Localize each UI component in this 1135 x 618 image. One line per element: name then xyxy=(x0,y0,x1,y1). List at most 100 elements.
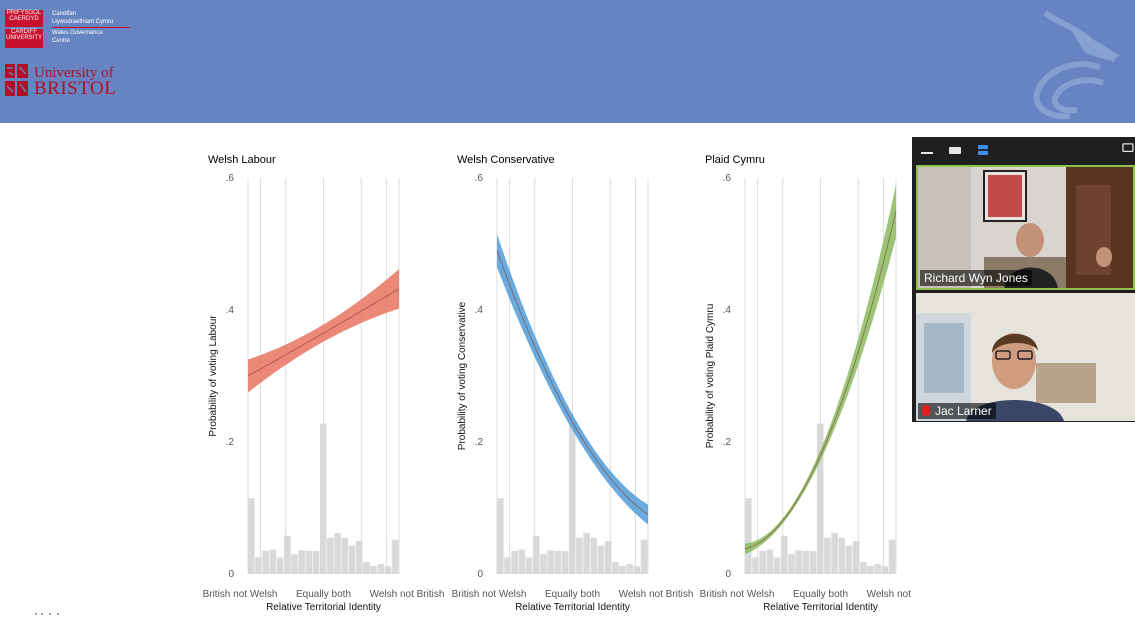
participant-name-tag: Jac Larner xyxy=(918,403,996,419)
x-tick-label: Welsh not British xyxy=(867,589,912,600)
histogram-bar xyxy=(881,566,889,574)
histogram-bar xyxy=(262,550,269,574)
chart-title-plaid: Plaid Cymru xyxy=(705,154,765,166)
predicted-line xyxy=(247,288,400,377)
histogram-bar xyxy=(525,557,533,574)
histogram-bar xyxy=(391,539,399,574)
histogram-bar xyxy=(860,562,867,574)
x-tick-label: Equally both xyxy=(296,589,351,600)
histogram-bar xyxy=(766,549,774,574)
histogram-bar xyxy=(312,550,320,574)
histogram-bar xyxy=(867,566,874,574)
histogram-bar xyxy=(561,550,569,574)
histogram-bar xyxy=(497,498,504,574)
logo-line: Llywodraethiant Cymru xyxy=(52,19,114,25)
histogram-bar xyxy=(384,566,392,574)
histogram-bar xyxy=(626,564,634,574)
histogram-bar xyxy=(640,539,648,574)
x-tick-label: Equally both xyxy=(545,589,600,600)
exit-fullscreen-icon[interactable] xyxy=(1120,143,1135,153)
bristol-crest-icon xyxy=(5,64,28,96)
cardiff-logo-top: PRIFYSGOL CAERDYD xyxy=(5,10,43,27)
bristol-wordmark: University of BRISTOL xyxy=(34,65,117,99)
y-tick-label: .2 xyxy=(475,437,484,448)
histogram-bar xyxy=(590,537,598,574)
muted-microphone-icon xyxy=(922,405,930,416)
histogram-bar xyxy=(816,423,824,574)
histogram-bar xyxy=(838,537,846,574)
wales-governance-centre-text: Canolfan Llywodraethiant Cymru Wales Gov… xyxy=(52,10,132,45)
gallery-view-icon[interactable] xyxy=(976,145,990,155)
histogram-bar xyxy=(824,537,831,574)
histogram-bar xyxy=(752,557,759,574)
histogram-bar xyxy=(327,537,334,574)
x-axis-label: Relative Territorial Identity xyxy=(515,602,630,613)
dragon-emblem-icon xyxy=(1033,10,1120,120)
histogram-bar xyxy=(319,423,327,574)
histogram-bar xyxy=(795,550,802,574)
histogram-bar xyxy=(604,541,612,574)
histogram-bar xyxy=(348,545,356,574)
histogram-bar xyxy=(291,554,298,574)
participant-video-tile[interactable]: Richard Wyn Jones xyxy=(916,165,1135,290)
y-axis-label: Probability of voting Plaid Cymru xyxy=(705,304,716,449)
histogram-bar xyxy=(283,535,291,574)
y-tick-label: 0 xyxy=(477,569,483,580)
histogram-bar xyxy=(745,498,752,574)
charts-area: 0 .2 .4 .6 British not Welsh Equally both Wels… xyxy=(203,173,912,613)
participant-name: Richard Wyn Jones xyxy=(924,271,1028,285)
y-tick-label: .6 xyxy=(475,173,484,184)
histogram-bar xyxy=(255,557,262,574)
confidence-band xyxy=(497,234,648,525)
predicted-line xyxy=(496,250,649,515)
x-axis-label: Relative Territorial Identity xyxy=(763,602,878,613)
y-tick-label: .4 xyxy=(723,305,732,316)
histogram-bar xyxy=(305,550,313,574)
confidence-band xyxy=(248,269,399,393)
logo-line: Canolfan xyxy=(52,11,77,17)
histogram-bar xyxy=(554,550,562,574)
header-banner: PRIFYSGOL CAERDYD CARDIFF UNIVERSITY Can… xyxy=(0,0,1135,123)
x-tick-label: Equally both xyxy=(793,589,848,600)
histogram-bar xyxy=(248,498,255,574)
histogram-bar xyxy=(276,557,284,574)
histogram-bar xyxy=(633,566,641,574)
histogram-bar xyxy=(341,537,349,574)
logo-line: Wales Governance xyxy=(52,30,103,36)
histogram-bar xyxy=(568,423,576,574)
histogram-bar xyxy=(269,549,277,574)
x-tick-label: British not Welsh xyxy=(700,589,775,600)
y-tick-label: .4 xyxy=(475,305,484,316)
histogram-bar xyxy=(576,537,583,574)
histogram-bar xyxy=(802,550,810,574)
y-tick-label: .2 xyxy=(723,437,732,448)
histogram-bar xyxy=(612,562,619,574)
university-of-bristol-logo: University of BRISTOL xyxy=(4,62,134,100)
x-tick-label: British not Welsh xyxy=(203,589,278,600)
histogram-bar xyxy=(363,562,370,574)
histogram-bar xyxy=(773,557,781,574)
x-tick-label: Welsh not British xyxy=(370,589,445,600)
cardiff-logo-bottom: CARDIFF UNIVERSITY xyxy=(5,29,43,48)
histogram-bar xyxy=(532,535,540,574)
histogram-bar xyxy=(583,533,590,574)
x-tick-label: British not Welsh xyxy=(452,589,527,600)
histogram-bar xyxy=(788,554,795,574)
speaker-view-icon[interactable] xyxy=(948,145,962,155)
histogram-bar xyxy=(874,564,882,574)
histogram-bar xyxy=(780,535,788,574)
participant-video-icon xyxy=(918,167,1133,288)
histogram-bar xyxy=(759,550,766,574)
histogram-bar xyxy=(619,566,626,574)
x-tick-label: Welsh not British xyxy=(619,589,694,600)
histogram-bar xyxy=(504,557,511,574)
histogram-bar xyxy=(511,550,518,574)
y-tick-label: .6 xyxy=(723,173,732,184)
histogram-bar xyxy=(334,533,341,574)
bristol-line-2: BRISTOL xyxy=(34,78,117,99)
minimize-icon[interactable] xyxy=(920,145,934,155)
footer-dots xyxy=(35,613,59,615)
histogram-bar xyxy=(370,566,377,574)
histogram-bar xyxy=(518,549,526,574)
participant-video-tile[interactable]: Jac Larner xyxy=(916,293,1135,421)
